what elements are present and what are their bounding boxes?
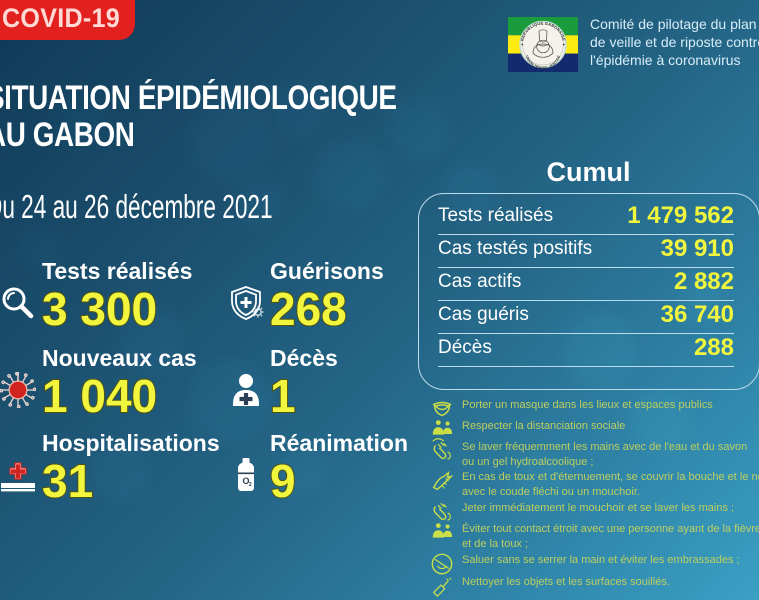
svg-text:2: 2 xyxy=(249,482,252,488)
